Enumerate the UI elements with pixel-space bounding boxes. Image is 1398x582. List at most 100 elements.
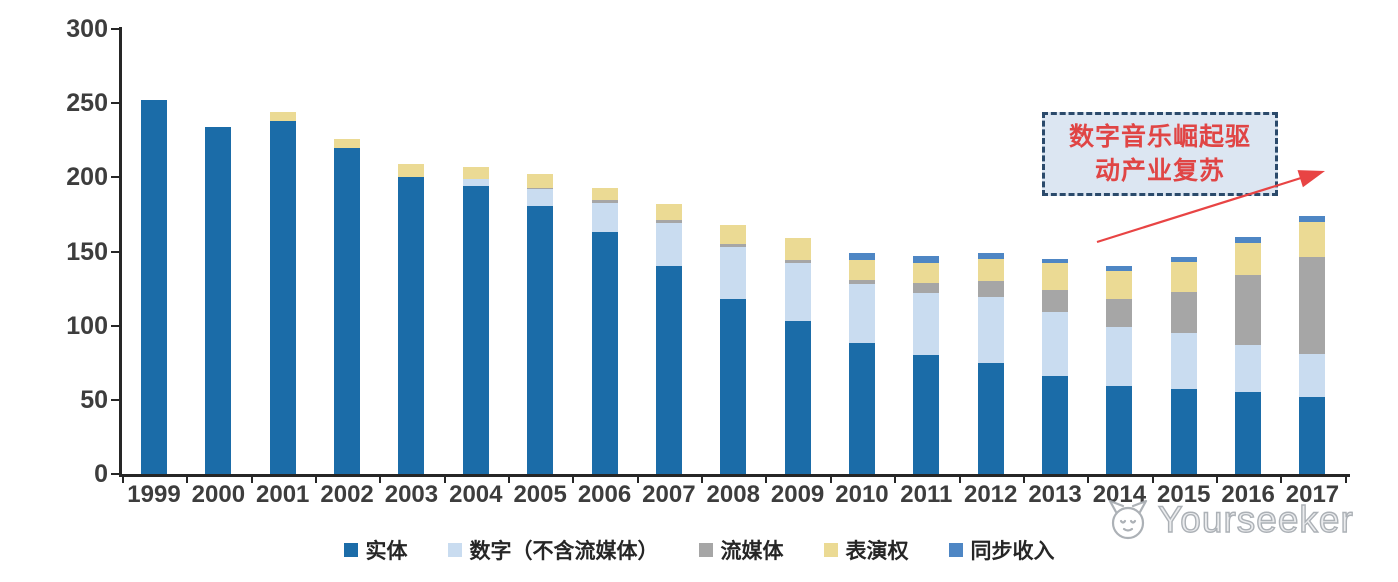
bar-2003-physical — [398, 177, 425, 474]
x-axis-tick-7 — [572, 476, 575, 483]
bar-2008-digital — [720, 247, 747, 299]
legend-label-streaming: 流媒体 — [720, 540, 784, 563]
bar-2015-streaming — [1170, 291, 1197, 334]
x-axis-label-2017: 2017 — [1285, 481, 1340, 508]
y-axis-label-0: 0 — [94, 460, 108, 488]
legend-label-digital: 数字（不含流媒体） — [469, 540, 659, 563]
legend-label-sync: 同步收入 — [970, 540, 1055, 563]
bar-2006-performance — [591, 187, 618, 200]
x-axis-label-2002: 2002 — [320, 481, 374, 508]
bar-2004-performance — [462, 166, 489, 179]
bar-2014-digital — [1106, 327, 1133, 387]
bar-2014-performance — [1106, 270, 1133, 299]
bar-2009-digital — [784, 263, 811, 322]
x-axis-label-2003: 2003 — [384, 481, 439, 508]
x-axis-label-2013: 2013 — [1028, 481, 1082, 508]
x-axis-tick-9 — [701, 476, 704, 483]
legend-item-sync: 同步收入 — [948, 535, 1055, 565]
yourseeker-logo-icon — [1108, 499, 1148, 540]
legend-label-physical: 实体 — [365, 540, 408, 563]
x-axis-tick-19 — [1344, 476, 1347, 483]
bar-2015-sync — [1170, 257, 1197, 262]
bar-2017-streaming — [1299, 257, 1326, 354]
bar-2013-sync — [1042, 258, 1069, 264]
y-axis-label-50: 50 — [80, 385, 108, 414]
bar-2013-streaming — [1042, 290, 1069, 313]
x-axis-tick-17 — [1215, 476, 1218, 483]
x-axis-label-1999: 1999 — [127, 481, 181, 508]
bar-2007-physical — [655, 266, 682, 474]
bar-2009-physical — [784, 321, 811, 474]
bar-2016-physical — [1235, 392, 1262, 474]
x-axis-label-2004: 2004 — [449, 481, 503, 508]
bar-2015-physical — [1170, 389, 1197, 474]
bar-2014-streaming — [1106, 298, 1133, 328]
annotation-text-line1: 数字音乐崛起驱 — [1068, 123, 1251, 151]
bar-2001-performance — [269, 112, 296, 121]
bar-2017-performance — [1299, 221, 1326, 258]
bar-2016-sync — [1235, 236, 1262, 243]
y-axis-label-100: 100 — [66, 311, 108, 340]
legend-swatch-sync — [948, 543, 963, 557]
watermark-text: Yourseeker — [1157, 498, 1354, 540]
x-axis-label-2001: 2001 — [256, 481, 310, 508]
bar-2017-physical — [1299, 396, 1326, 474]
y-axis-label-150: 150 — [66, 237, 108, 266]
bar-2010-sync — [848, 252, 875, 261]
bar-2009-streaming — [784, 260, 811, 264]
annotation-box: 数字音乐崛起驱 动产业复苏 — [1042, 112, 1278, 196]
y-axis-tick-150 — [111, 250, 119, 253]
bar-2000-physical — [205, 126, 232, 474]
bar-2015-performance — [1170, 261, 1197, 292]
x-axis-label-2009: 2009 — [770, 481, 825, 508]
x-axis-line — [119, 474, 1350, 477]
bar-2012-physical — [977, 362, 1004, 474]
bar-2012-sync — [977, 252, 1004, 259]
x-axis-tick-13 — [958, 476, 961, 483]
bar-2005-digital — [527, 189, 554, 206]
x-axis-label-2008: 2008 — [706, 481, 760, 508]
bar-2008-streaming — [720, 244, 747, 248]
bar-2016-digital — [1235, 344, 1262, 393]
bar-2003-performance — [398, 163, 425, 178]
x-axis-tick-18 — [1280, 476, 1283, 483]
bar-2010-physical — [848, 343, 875, 474]
x-axis-label-2011: 2011 — [900, 481, 953, 508]
bar-2011-performance — [913, 263, 940, 283]
bar-2013-digital — [1042, 312, 1069, 377]
bar-2010-performance — [848, 260, 875, 280]
x-axis-tick-14 — [1022, 476, 1025, 483]
x-axis-tick-11 — [829, 476, 832, 483]
x-axis-tick-1 — [186, 476, 189, 483]
bar-2011-streaming — [913, 282, 940, 294]
x-axis-tick-12 — [894, 476, 897, 483]
bar-2014-sync — [1106, 266, 1133, 271]
x-axis-tick-3 — [314, 476, 317, 483]
bar-2007-streaming — [655, 220, 682, 224]
legend: 实体 数字（不含流媒体） 流媒体 表演权 同步收入 — [0, 528, 1398, 572]
bar-2013-performance — [1042, 263, 1069, 291]
y-axis-tick-0 — [111, 473, 119, 475]
bar-2007-digital — [655, 223, 682, 267]
bar-2004-digital — [462, 178, 489, 187]
x-axis-label-2010: 2010 — [835, 481, 889, 508]
x-axis-tick-0 — [121, 476, 124, 483]
annotation-text-line2: 动产业复苏 — [1094, 157, 1225, 185]
y-axis-tick-250 — [111, 102, 119, 105]
legend-swatch-streaming — [698, 543, 713, 557]
x-axis-tick-5 — [443, 476, 446, 483]
bar-2004-physical — [462, 186, 489, 474]
y-axis-tick-300 — [111, 28, 119, 30]
x-axis-tick-15 — [1087, 476, 1090, 483]
x-axis-label-2016: 2016 — [1221, 481, 1275, 508]
bar-2002-performance — [334, 138, 361, 148]
x-axis-tick-16 — [1151, 476, 1154, 483]
y-axis-line — [119, 27, 122, 477]
x-axis-tick-4 — [379, 476, 382, 483]
y-axis-label-300: 300 — [66, 15, 108, 43]
y-axis-tick-100 — [111, 324, 119, 327]
x-axis-tick-8 — [636, 476, 639, 483]
x-axis-label-2005: 2005 — [513, 481, 567, 508]
bar-2012-streaming — [977, 281, 1004, 298]
